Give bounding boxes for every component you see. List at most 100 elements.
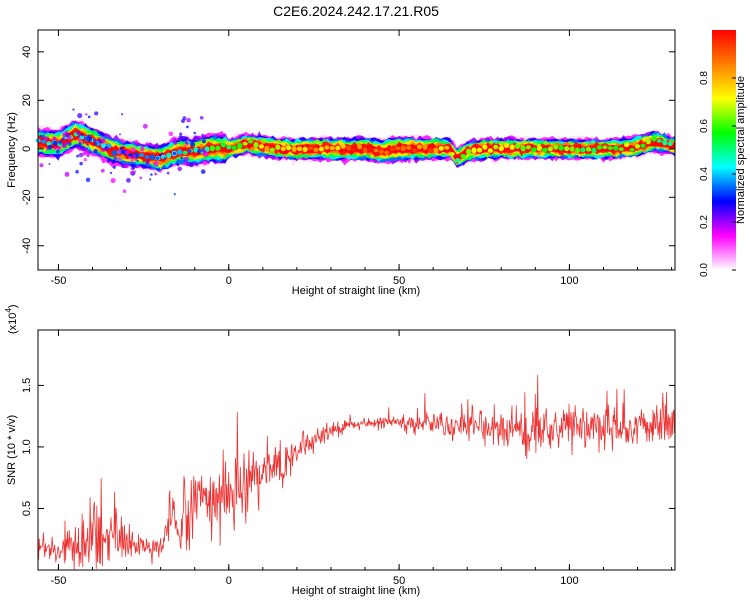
- spectrogram-speckle: [199, 116, 204, 120]
- spectrogram-speckle: [141, 144, 144, 148]
- spectrogram-speckle: [179, 132, 183, 136]
- spectrogram-speckle: [186, 117, 191, 123]
- spectrogram-cell: [79, 135, 85, 140]
- snr-x-tick-label: 100: [560, 575, 578, 587]
- spectrogram-cell: [291, 146, 297, 152]
- spectrogram-cell: [367, 146, 374, 152]
- spectrogram-cell: [226, 145, 232, 150]
- spectrogram-cell: [297, 146, 303, 152]
- spectrogram-cell: [400, 145, 406, 152]
- spectrogram-speckle: [120, 149, 125, 155]
- spectrogram-cell: [166, 152, 172, 159]
- spectrogram-cell: [258, 144, 265, 149]
- colorbar: 0.0 0.2 0.4 0.6 0.8 Normalized spectral ampl…: [699, 30, 747, 277]
- spectrogram-cell: [177, 149, 183, 155]
- spectrogram-cell: [149, 154, 156, 160]
- spectrogram-cell: [460, 153, 466, 159]
- spectrogram-speckle: [145, 160, 150, 165]
- spectrogram-speckle: [186, 125, 189, 129]
- spectrogram-speckle: [130, 158, 134, 163]
- spectrogram-speckle: [77, 139, 82, 143]
- colorbar-ticks: 0.0 0.2 0.4 0.6 0.8: [699, 71, 736, 277]
- spectrogram-cell: [46, 141, 52, 146]
- spectrogram-cell: [340, 143, 346, 149]
- snr-y-tick-label: 0.5: [21, 501, 33, 516]
- spectrogram-speckle: [182, 116, 187, 121]
- snr-x-tick-label: -50: [50, 575, 66, 587]
- spectrogram-cell: [318, 146, 324, 152]
- spectrogram-cell: [651, 136, 657, 142]
- colorbar-tick-label: 0.4: [699, 167, 710, 181]
- spectrogram-cell: [411, 148, 417, 153]
- spectrogram-speckle: [172, 151, 177, 156]
- spectrogram-y-tick-label: 20: [21, 94, 33, 106]
- snr-y-tick-label: 1.5: [21, 378, 33, 393]
- spectrogram-cell: [384, 150, 390, 155]
- spectrogram-speckle: [100, 168, 105, 173]
- spectrogram-cell: [362, 147, 368, 153]
- spectrogram-cell: [427, 147, 433, 154]
- spectrogram-speckle: [153, 161, 159, 167]
- spectrogram-speckle: [87, 115, 91, 119]
- spectrogram-speckle: [134, 158, 138, 162]
- spectrogram-speckle: [78, 152, 84, 158]
- spectrogram-cell: [275, 144, 281, 150]
- spectrogram-cell: [629, 147, 635, 152]
- spectrogram-speckle: [193, 136, 197, 140]
- spectrogram-speckle: [134, 170, 137, 173]
- spectrogram-cell: [416, 144, 423, 150]
- colorbar-gradient: [712, 30, 736, 270]
- spectrogram-y-axis-label: Frequency (Hz): [6, 112, 18, 188]
- spectrogram-speckle: [156, 156, 160, 160]
- spectrogram-cell: [40, 139, 47, 144]
- spectrogram-cell: [536, 145, 543, 151]
- spectrogram-speckle: [154, 172, 158, 176]
- spectrogram-cell: [471, 147, 477, 154]
- spectrogram-speckle: [109, 171, 113, 175]
- spectrogram-speckle: [120, 113, 124, 116]
- spectrogram-speckle: [94, 141, 98, 146]
- snr-panel: -50 0 50 100 0.5 1.0 1.5 (x104) Height of stra…: [4, 304, 676, 597]
- spectrogram-speckle: [78, 135, 81, 138]
- spectrogram-speckle: [201, 139, 206, 144]
- spectrogram-speckle: [65, 141, 68, 145]
- spectrogram-speckle: [136, 159, 139, 163]
- spectrogram-speckle: [75, 169, 79, 174]
- spectrogram-cell: [645, 138, 652, 145]
- spectrogram-speckle: [53, 146, 57, 150]
- spectrogram-cell: [139, 153, 145, 157]
- spectrogram-cell: [591, 147, 597, 154]
- spectrogram-speckle: [82, 141, 85, 144]
- spectrogram-cell: [395, 146, 401, 151]
- snr-x-tick-label: 0: [226, 575, 232, 587]
- spectrogram-cell: [542, 147, 548, 153]
- spectrogram-cell: [253, 142, 259, 148]
- spectrogram-cell: [307, 146, 314, 151]
- spectrogram-speckle: [130, 146, 136, 152]
- colorbar-tick-label: 0.0: [699, 263, 710, 277]
- spectrogram-speckle: [122, 163, 128, 169]
- spectrogram-x-tick-label: 100: [560, 275, 578, 287]
- spectrogram-speckle: [86, 134, 91, 139]
- spectrogram-cell: [422, 143, 428, 150]
- spectrogram-speckle: [86, 143, 89, 146]
- spectrogram-cell: [269, 147, 275, 152]
- spectrogram-speckle: [168, 131, 174, 137]
- snr-y-axis-label: SNR (10 * v/v): [6, 415, 18, 485]
- spectrogram-cell: [351, 147, 357, 152]
- spectrogram-speckle: [112, 165, 117, 169]
- spectrogram-cell: [144, 155, 150, 159]
- spectrogram-speckle: [177, 166, 182, 172]
- colorbar-tick-label: 0.6: [699, 119, 710, 133]
- spectrogram-cell: [602, 145, 608, 150]
- spectrogram-cell: [618, 147, 624, 152]
- spectrogram-cell: [335, 145, 341, 151]
- spectrogram-cell: [558, 144, 564, 151]
- spectrogram-speckle: [155, 146, 159, 150]
- spectrogram-speckle: [126, 178, 131, 183]
- spectrogram-cell: [346, 145, 352, 151]
- spectrogram-speckle: [93, 148, 98, 154]
- spectrogram-cell: [515, 143, 521, 149]
- spectrogram-speckle: [183, 156, 189, 162]
- spectrogram-cell: [504, 142, 510, 149]
